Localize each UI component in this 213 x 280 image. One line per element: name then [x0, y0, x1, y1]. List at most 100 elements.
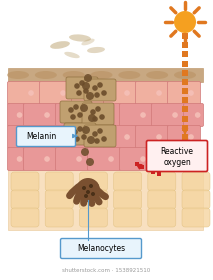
FancyBboxPatch shape [182, 208, 210, 227]
FancyBboxPatch shape [45, 208, 73, 227]
Circle shape [195, 156, 200, 162]
Circle shape [76, 90, 82, 96]
FancyBboxPatch shape [39, 81, 72, 104]
FancyBboxPatch shape [11, 172, 39, 191]
Circle shape [82, 186, 86, 190]
Circle shape [84, 194, 88, 198]
Circle shape [81, 134, 87, 140]
Circle shape [140, 156, 146, 162]
FancyBboxPatch shape [56, 148, 88, 171]
Circle shape [91, 192, 95, 196]
FancyBboxPatch shape [72, 81, 105, 104]
FancyBboxPatch shape [182, 172, 210, 191]
FancyBboxPatch shape [56, 104, 88, 127]
Text: oxygen: oxygen [163, 158, 191, 167]
Circle shape [82, 82, 90, 90]
Circle shape [81, 148, 89, 156]
Ellipse shape [69, 34, 91, 42]
Circle shape [195, 112, 200, 118]
Ellipse shape [63, 71, 85, 79]
Circle shape [156, 90, 162, 96]
Circle shape [17, 156, 22, 162]
FancyBboxPatch shape [11, 208, 39, 227]
Circle shape [188, 134, 194, 140]
Ellipse shape [87, 47, 105, 53]
Circle shape [83, 88, 89, 94]
Circle shape [76, 156, 82, 162]
Circle shape [17, 112, 22, 118]
Ellipse shape [118, 71, 140, 79]
Circle shape [84, 74, 92, 82]
FancyBboxPatch shape [23, 148, 56, 171]
Text: Reactive: Reactive [161, 147, 193, 156]
FancyBboxPatch shape [148, 208, 176, 227]
Circle shape [73, 104, 79, 110]
FancyBboxPatch shape [114, 190, 142, 209]
FancyBboxPatch shape [84, 125, 116, 147]
FancyBboxPatch shape [82, 103, 114, 125]
Circle shape [101, 136, 107, 142]
FancyBboxPatch shape [114, 172, 142, 191]
FancyBboxPatch shape [167, 81, 200, 104]
FancyBboxPatch shape [7, 125, 40, 148]
FancyBboxPatch shape [7, 148, 24, 171]
Ellipse shape [146, 71, 168, 79]
FancyBboxPatch shape [184, 148, 203, 171]
Circle shape [92, 116, 98, 122]
FancyBboxPatch shape [104, 81, 137, 104]
Circle shape [174, 11, 196, 33]
Circle shape [82, 126, 90, 134]
FancyBboxPatch shape [88, 104, 121, 127]
Circle shape [101, 90, 107, 96]
FancyBboxPatch shape [84, 79, 116, 101]
Circle shape [86, 190, 90, 194]
Circle shape [94, 138, 100, 144]
FancyBboxPatch shape [184, 104, 203, 127]
Circle shape [60, 90, 66, 96]
FancyBboxPatch shape [135, 81, 168, 104]
Circle shape [92, 131, 98, 137]
FancyBboxPatch shape [135, 125, 168, 148]
FancyBboxPatch shape [16, 127, 75, 146]
FancyBboxPatch shape [79, 172, 107, 191]
FancyBboxPatch shape [148, 190, 176, 209]
FancyBboxPatch shape [151, 148, 184, 171]
Circle shape [60, 134, 66, 140]
Circle shape [124, 90, 130, 96]
FancyBboxPatch shape [79, 190, 107, 209]
Ellipse shape [81, 39, 95, 45]
Circle shape [70, 114, 76, 120]
FancyBboxPatch shape [151, 104, 184, 127]
Circle shape [172, 156, 178, 162]
FancyBboxPatch shape [60, 101, 92, 123]
Text: Melanin: Melanin [26, 132, 57, 141]
Circle shape [74, 83, 80, 89]
Circle shape [156, 134, 162, 140]
FancyBboxPatch shape [60, 239, 141, 258]
FancyBboxPatch shape [88, 148, 121, 171]
FancyBboxPatch shape [148, 172, 176, 191]
FancyBboxPatch shape [7, 81, 40, 104]
Circle shape [74, 136, 80, 142]
Circle shape [95, 106, 101, 112]
Circle shape [188, 90, 194, 96]
Circle shape [172, 112, 178, 118]
Circle shape [28, 134, 34, 140]
Ellipse shape [91, 71, 112, 79]
Ellipse shape [35, 71, 57, 79]
Bar [8, 68, 203, 82]
Bar [8, 170, 203, 230]
Circle shape [76, 112, 82, 118]
FancyBboxPatch shape [39, 125, 72, 148]
Circle shape [72, 129, 78, 135]
Ellipse shape [174, 71, 196, 79]
Circle shape [28, 90, 34, 96]
Circle shape [77, 126, 83, 132]
FancyBboxPatch shape [45, 172, 73, 191]
Circle shape [140, 112, 146, 118]
Circle shape [86, 158, 94, 166]
Circle shape [108, 112, 114, 118]
FancyBboxPatch shape [167, 125, 200, 148]
Circle shape [92, 90, 98, 96]
Circle shape [44, 112, 50, 118]
